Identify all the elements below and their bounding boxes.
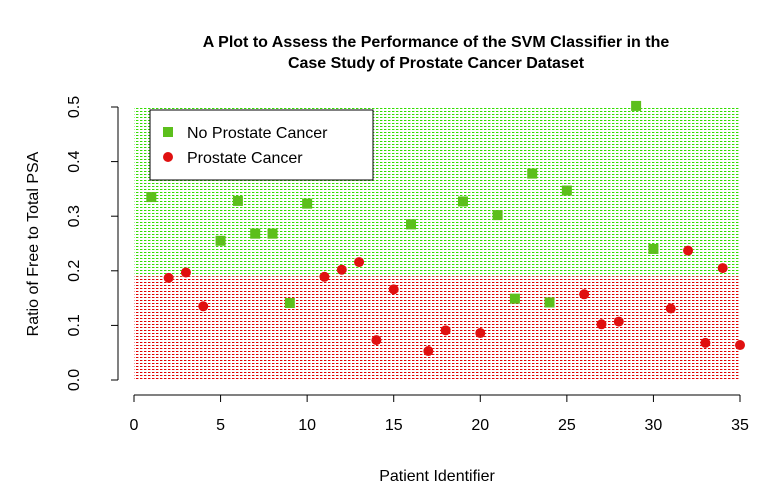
point-prostate-cancer <box>336 264 347 275</box>
point-no-prostate-cancer <box>457 196 468 207</box>
point-no-prostate-cancer <box>215 235 226 246</box>
point-no-prostate-cancer <box>544 297 555 308</box>
x-tick-label: 10 <box>298 417 316 434</box>
point-prostate-cancer <box>683 245 694 256</box>
x-tick-label: 20 <box>471 417 489 434</box>
chart-title-line-2: Case Study of Prostate Cancer Dataset <box>288 55 585 72</box>
point-prostate-cancer <box>180 267 191 278</box>
point-prostate-cancer <box>198 301 209 312</box>
decision-regions <box>134 107 740 380</box>
legend-circle-marker <box>163 152 173 162</box>
point-no-prostate-cancer <box>492 210 503 221</box>
point-prostate-cancer <box>717 263 728 274</box>
legend: No Prostate Cancer Prostate Cancer <box>149 109 374 181</box>
point-no-prostate-cancer <box>302 198 313 209</box>
point-prostate-cancer <box>596 319 607 330</box>
axes: 0 5 10 15 20 25 30 35 0.0 0.1 0.2 0.3 0.4 0.5 <box>66 96 749 434</box>
point-no-prostate-cancer <box>146 192 157 203</box>
point-prostate-cancer <box>440 325 451 336</box>
y-tick-label: 0.4 <box>66 150 83 172</box>
point-prostate-cancer <box>319 271 330 282</box>
y-axis-label: Ratio of Free to Total PSA <box>25 151 42 336</box>
y-tick-label: 0.5 <box>66 96 83 118</box>
point-prostate-cancer <box>579 289 590 300</box>
point-prostate-cancer <box>371 335 382 346</box>
legend-label-prostate-cancer: Prostate Cancer <box>187 150 303 167</box>
point-no-prostate-cancer <box>648 243 659 254</box>
x-tick-label: 35 <box>731 417 749 434</box>
y-tick-label: 0.0 <box>66 369 83 391</box>
point-no-prostate-cancer <box>527 168 538 179</box>
point-no-prostate-cancer <box>406 219 417 230</box>
point-prostate-cancer <box>354 257 365 268</box>
y-tick-label: 0.3 <box>66 205 83 227</box>
point-no-prostate-cancer <box>250 228 261 239</box>
y-tick-label: 0.2 <box>66 260 83 282</box>
point-no-prostate-cancer <box>631 100 642 111</box>
legend-box <box>149 109 374 181</box>
point-no-prostate-cancer <box>267 228 278 239</box>
point-prostate-cancer <box>613 316 624 327</box>
point-prostate-cancer <box>735 340 745 351</box>
point-prostate-cancer <box>700 337 711 348</box>
chart-title-line-1: A Plot to Assess the Performance of the … <box>203 34 670 51</box>
point-prostate-cancer <box>388 284 399 295</box>
x-tick-label: 15 <box>385 417 403 434</box>
point-prostate-cancer <box>163 272 174 283</box>
point-no-prostate-cancer <box>561 185 572 196</box>
x-tick-label: 0 <box>130 417 139 434</box>
x-tick-label: 25 <box>558 417 576 434</box>
data-points <box>146 100 745 357</box>
point-no-prostate-cancer <box>509 293 520 304</box>
region-prostate-cancer <box>134 276 740 380</box>
point-prostate-cancer <box>423 346 434 357</box>
point-prostate-cancer <box>475 328 486 339</box>
x-tick-label: 5 <box>216 417 225 434</box>
y-tick-label: 0.1 <box>66 314 83 336</box>
point-no-prostate-cancer <box>232 195 243 206</box>
x-tick-label: 30 <box>645 417 663 434</box>
point-prostate-cancer <box>665 303 676 314</box>
legend-square-marker <box>163 127 173 137</box>
legend-label-no-prostate-cancer: No Prostate Cancer <box>187 125 328 142</box>
point-no-prostate-cancer <box>284 298 295 309</box>
x-axis-label: Patient Identifier <box>379 468 495 485</box>
